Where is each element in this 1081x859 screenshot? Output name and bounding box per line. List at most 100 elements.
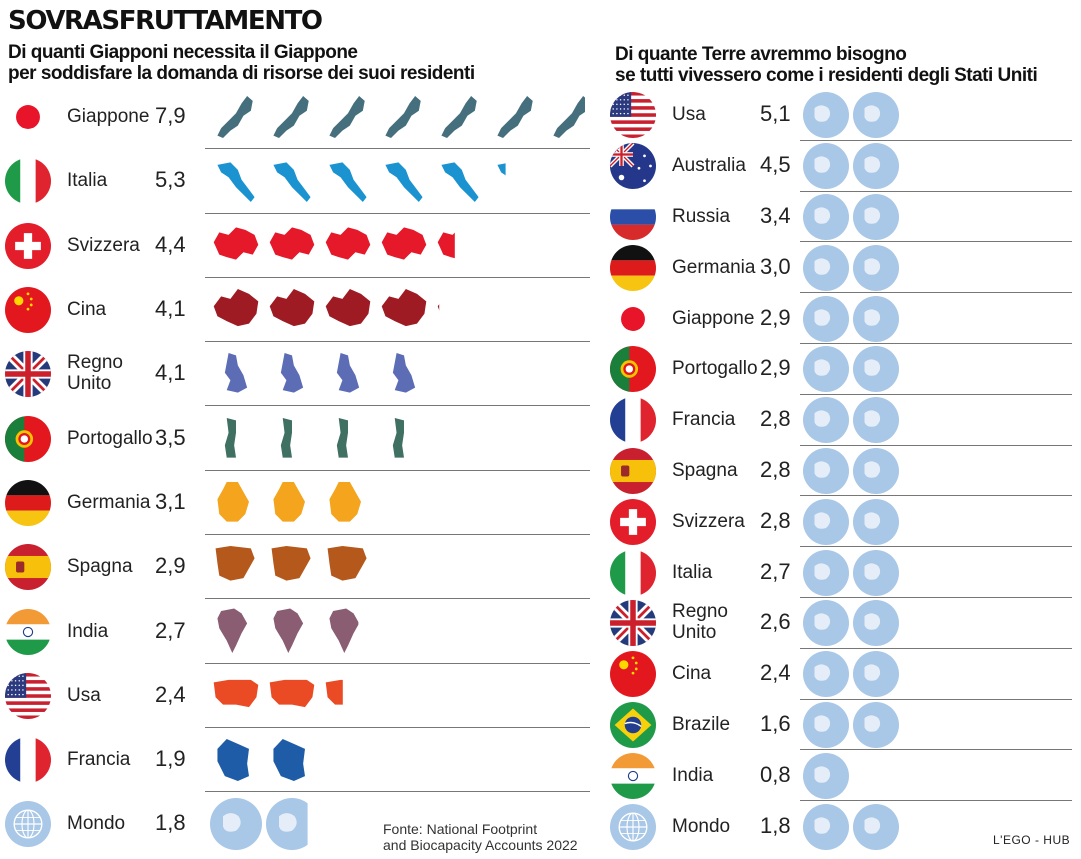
row-separator	[800, 495, 1072, 497]
earth-continent-icon	[965, 106, 981, 122]
flag-icon	[610, 244, 656, 291]
icon-bar	[803, 447, 1075, 494]
row-separator	[205, 469, 590, 471]
row-separator	[205, 276, 590, 278]
portugal-map-icon	[392, 417, 404, 458]
country-label: Mondo	[672, 815, 731, 837]
country-label: Regno Unito	[67, 352, 123, 395]
icon-bar	[803, 244, 1075, 291]
china-map-icon	[437, 304, 440, 311]
earth-icon	[903, 143, 949, 189]
flag-icon	[610, 498, 656, 545]
source-line-2: and Biocapacity Accounts 2022	[383, 837, 578, 853]
country-label: Brazile	[672, 713, 731, 735]
value-label: 3,4	[760, 202, 791, 228]
icon-bar	[803, 600, 1075, 647]
earth-icon	[903, 397, 949, 443]
flag-icon	[610, 397, 656, 444]
earth-continent-icon	[814, 105, 831, 123]
value-label: 4,5	[760, 152, 791, 178]
icon-bar	[210, 670, 585, 722]
left-subtitle-line-1: Di quanti Giapponi necessita il Giappone	[8, 42, 358, 63]
earth-continent-icon	[864, 512, 881, 529]
country-label: Usa	[67, 684, 101, 706]
india-map-icon	[329, 608, 359, 653]
japan-map-icon	[497, 96, 533, 139]
icon-bar	[210, 413, 585, 465]
country-label: Regno Unito	[672, 601, 728, 644]
earth-continent-icon	[1015, 157, 1031, 173]
value-label: 2,4	[155, 681, 186, 707]
icon-bar	[803, 752, 1075, 799]
india-map-icon	[273, 608, 304, 653]
uk-map-icon	[392, 353, 416, 393]
value-label: 2,4	[760, 660, 791, 686]
earth-continent-icon	[915, 360, 931, 376]
row-separator	[800, 800, 1072, 802]
icon-bar	[803, 346, 1075, 393]
country-label: Cina	[672, 663, 712, 685]
icon-bar	[210, 220, 585, 272]
earth-continent-icon	[814, 816, 831, 834]
value-label: 4,4	[155, 231, 186, 257]
value-label: 2,8	[760, 406, 791, 432]
earth-continent-icon	[864, 664, 881, 681]
japan-map-icon	[385, 96, 421, 139]
row-separator	[800, 292, 1072, 294]
italy-map-icon	[329, 162, 367, 203]
earth-continent-icon	[915, 563, 931, 579]
flag-icon	[610, 447, 656, 494]
switzerland-map-icon	[325, 227, 371, 260]
country-label: Svizzera	[67, 234, 140, 256]
japan-map-icon	[217, 96, 253, 139]
flag-icon	[5, 608, 51, 655]
earth-continent-icon	[915, 106, 931, 122]
value-label: 2,8	[760, 507, 791, 533]
earth-icon	[953, 143, 999, 189]
row-separator	[800, 546, 1072, 548]
flag-icon	[5, 94, 51, 141]
italy-map-icon	[385, 162, 423, 203]
japan-map-icon	[329, 96, 365, 139]
flag-icon	[5, 222, 51, 269]
earth-continent-icon	[864, 410, 881, 427]
flag-icon	[610, 193, 656, 240]
right-subtitle-line-1: Di quante Terre avremmo bisogno	[615, 44, 907, 65]
earth-icon	[1003, 92, 1049, 138]
value-label: 1,6	[760, 710, 791, 736]
value-label: 3,5	[155, 424, 186, 450]
icon-bar	[210, 477, 585, 529]
china-map-icon	[381, 288, 427, 327]
source-note: Fonte: National Footprint and Biocapacit…	[383, 821, 578, 853]
earth-continent-icon	[864, 207, 881, 224]
japan-map-icon	[441, 96, 477, 139]
flag-icon	[610, 295, 656, 342]
country-label: Italia	[672, 561, 713, 583]
spain-map-icon	[327, 546, 367, 581]
value-label: 2,7	[760, 558, 791, 584]
value-label: 2,9	[760, 304, 791, 330]
flag-icon	[610, 92, 656, 139]
portugal-map-icon	[224, 417, 236, 458]
row-separator	[205, 341, 590, 343]
value-label: 1,8	[760, 812, 791, 838]
earth-icon	[953, 194, 999, 240]
earth-continent-icon	[864, 156, 881, 173]
earth-continent-icon	[223, 813, 241, 833]
row-separator	[800, 139, 1072, 141]
country-label: Portogallo	[67, 427, 153, 449]
earth-continent-icon	[864, 308, 881, 326]
icon-bar	[210, 541, 585, 593]
row-separator	[205, 405, 590, 407]
row-separator	[800, 393, 1072, 395]
flag-icon	[5, 801, 51, 848]
icon-bar	[803, 143, 1075, 190]
flag-icon	[5, 287, 51, 334]
earth-continent-icon	[864, 715, 881, 732]
uk-map-icon	[280, 353, 304, 393]
earth-icon	[903, 296, 949, 342]
earth-continent-icon	[864, 359, 881, 377]
earth-icon	[903, 92, 949, 138]
india-map-icon	[217, 608, 248, 653]
japan-map-icon	[273, 96, 309, 139]
